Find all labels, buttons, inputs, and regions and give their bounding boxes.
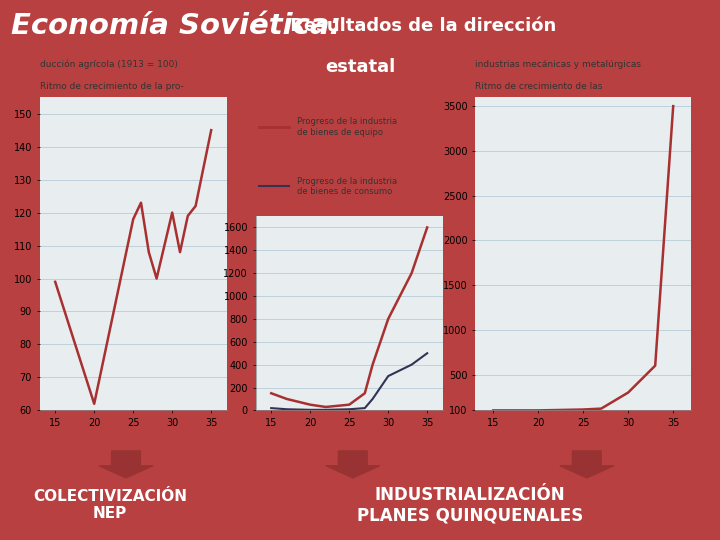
Polygon shape [560, 451, 613, 478]
Text: Progreso de la industria
de bienes de equipo: Progreso de la industria de bienes de eq… [297, 117, 397, 137]
Text: Progreso de la industria
de bienes de consumo: Progreso de la industria de bienes de co… [297, 177, 397, 196]
Text: ducción agrícola (1913 = 100): ducción agrícola (1913 = 100) [40, 59, 177, 69]
Text: Resultados de la dirección: Resultados de la dirección [284, 17, 557, 36]
Polygon shape [325, 451, 380, 478]
Text: COLECTIVIZACIÓN
NEP: COLECTIVIZACIÓN NEP [33, 489, 186, 521]
Text: Ritmo de crecimiento de la pro-: Ritmo de crecimiento de la pro- [40, 82, 184, 91]
Text: Economía Soviética:: Economía Soviética: [11, 12, 341, 40]
Text: Ritmo de crecimiento de las: Ritmo de crecimiento de las [475, 82, 603, 91]
Text: industrias mecánicas y metalúrgicas: industrias mecánicas y metalúrgicas [475, 60, 642, 69]
Text: INDUSTRIALIZACIÓN
PLANES QUINQUENALES: INDUSTRIALIZACIÓN PLANES QUINQUENALES [356, 485, 583, 524]
Polygon shape [99, 451, 153, 478]
Text: estatal: estatal [325, 58, 395, 76]
